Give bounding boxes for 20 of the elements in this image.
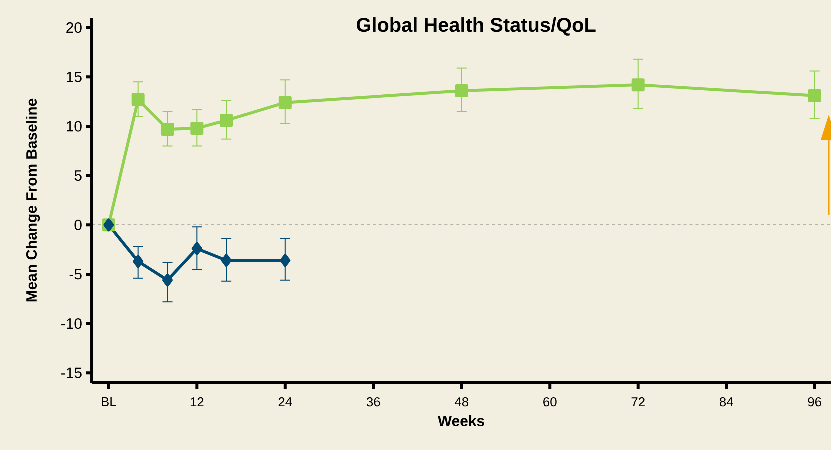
x-tick-label: 96 <box>808 398 822 407</box>
y-tick-label: 5 <box>74 170 82 182</box>
chart-title: Global Health Status/QoL <box>356 18 596 36</box>
x-tick-label: 84 <box>720 398 734 407</box>
x-tick-label: 48 <box>454 398 469 407</box>
x-tick-label: 24 <box>278 398 292 407</box>
y-tick-label: 0 <box>74 220 82 230</box>
x-tick-label: BL <box>102 398 116 406</box>
x-tick-label: 60 <box>544 398 557 407</box>
x-tick-label: 12 <box>190 398 204 407</box>
y-tick-label: 10 <box>67 121 82 132</box>
y-tick-label: -15 <box>62 368 82 378</box>
x-tick-label: 72 <box>632 398 645 407</box>
y-tick-label: -10 <box>62 318 82 330</box>
y-tick-label: -5 <box>70 269 82 280</box>
y-tick-label: 15 <box>67 72 82 82</box>
x-tick-label: 36 <box>366 398 380 407</box>
y-axis-title: Mean Change From Baseline <box>26 98 40 302</box>
x-axis-title: Weeks <box>438 416 484 426</box>
y-tick-label: 20 <box>66 22 82 34</box>
